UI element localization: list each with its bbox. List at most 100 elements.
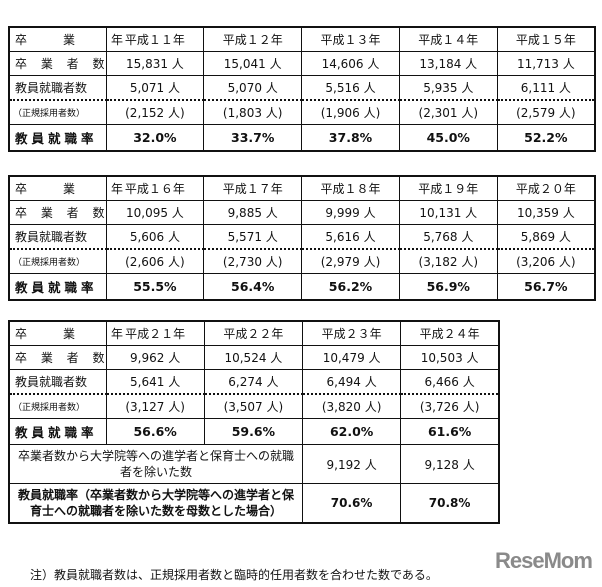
row-label: 教員就職率 <box>8 124 107 152</box>
teachers-row: 教員就職者数 5,641 人 6,274 人 6,494 人 6,466 人 <box>8 369 500 395</box>
cell-rate: 61.6% <box>400 418 500 445</box>
adjusted-count-row: 卒業者数から大学院等への進学者と保育士への就職者を除いた数 9,192 人 9,12… <box>8 444 500 484</box>
cell-graduates: 10,359 人 <box>496 200 596 225</box>
cell-teachers: 6,274 人 <box>203 369 304 395</box>
cell-regular: (3,507 人) <box>203 393 304 419</box>
cell-teachers: 5,571 人 <box>203 224 303 250</box>
resemom-logo: ReseMom <box>495 548 593 573</box>
cell-adjusted_rate_values: 70.6% <box>301 483 402 524</box>
cell-regular: (3,820 人) <box>301 393 402 419</box>
employment-table-h11-h15: 卒 業 年平成１１年 平成１２年 平成１３年 平成１４年 平成１５年卒 業 者 数 15,… <box>8 26 596 152</box>
cell-teachers: 5,641 人 <box>105 369 205 395</box>
cell-rate: 56.6% <box>105 418 205 445</box>
cell-graduates: 11,713 人 <box>496 51 596 76</box>
adjusted-rate-row: 教員就職率（卒業者数から大学院等への進学者と保育士への就職者を除いた数を母数とし… <box>8 483 500 524</box>
row-label: 卒業者数から大学院等への進学者と保育士への就職者を除いた数 <box>8 444 303 484</box>
cell-rate: 32.0% <box>105 124 205 152</box>
cell-teachers: 5,935 人 <box>398 75 498 101</box>
regular-row: （正規採用者数） (3,127 人) (3,507 人) (3,820 人) (3,72… <box>8 393 500 419</box>
cell-graduates: 10,503 人 <box>400 345 500 370</box>
cell-rate: 62.0% <box>301 418 402 445</box>
cell-graduates: 15,831 人 <box>105 51 205 76</box>
cell-teachers: 5,070 人 <box>203 75 303 101</box>
cell-rate: 56.4% <box>203 273 303 301</box>
teachers-row: 教員就職者数 5,071 人 5,070 人 5,516 人 5,935 人 6,111 … <box>8 75 596 101</box>
cell-years: 平成１７年 <box>203 175 303 201</box>
cell-rate: 33.7% <box>203 124 303 152</box>
cell-rate: 56.9% <box>398 273 498 301</box>
row-label: 教員就職率（卒業者数から大学院等への進学者と保育士への就職者を除いた数を母数とし… <box>8 483 303 524</box>
header-row: 卒 業 年平成１６年 平成１７年 平成１８年 平成１９年 平成２０年 <box>8 175 596 201</box>
cell-adjusted_rate_values: 70.8% <box>400 483 500 524</box>
cell-regular: (2,579 人) <box>496 99 596 125</box>
cell-adjusted_values: 9,128 人 <box>400 444 500 484</box>
row-label: 教員就職者数 <box>8 75 107 101</box>
cell-years: 平成２２年 <box>203 320 304 346</box>
cell-adjusted_values: 9,192 人 <box>301 444 402 484</box>
cell-regular: (2,606 人) <box>105 248 205 274</box>
footnote: 注）教員就職者数は、正規採用者数と臨時的任用者数を合わせた数である。 <box>30 568 438 582</box>
employment-table-h16-h20: 卒 業 年平成１６年 平成１７年 平成１８年 平成１９年 平成２０年卒 業 者 数 10,… <box>8 175 596 301</box>
cell-teachers: 5,616 人 <box>301 224 400 250</box>
cell-teachers: 5,768 人 <box>398 224 498 250</box>
cell-graduates: 9,999 人 <box>301 200 400 225</box>
row-label: 卒 業 者 数 <box>8 51 107 76</box>
row-label: 教員就職者数 <box>8 369 107 395</box>
cell-years: 平成１４年 <box>398 26 498 52</box>
cell-teachers: 5,606 人 <box>105 224 205 250</box>
cell-regular: (3,206 人) <box>496 248 596 274</box>
cell-rate: 37.8% <box>301 124 400 152</box>
regular-row: （正規採用者数） (2,152 人) (1,803 人) (1,906 人) (2,30… <box>8 99 596 125</box>
cell-rate: 45.0% <box>398 124 498 152</box>
cell-graduates: 14,606 人 <box>301 51 400 76</box>
regular-row: （正規採用者数） (2,606 人) (2,730 人) (2,979 人) (3,18… <box>8 248 596 274</box>
cell-graduates: 10,479 人 <box>301 345 402 370</box>
cell-years: 平成１１年 <box>105 26 205 52</box>
cell-years: 平成１９年 <box>398 175 498 201</box>
cell-rate: 56.2% <box>301 273 400 301</box>
cell-rate: 55.5% <box>105 273 205 301</box>
cell-years: 平成１８年 <box>301 175 400 201</box>
cell-regular: (2,730 人) <box>203 248 303 274</box>
cell-regular: (2,979 人) <box>301 248 400 274</box>
row-label: （正規採用者数） <box>8 248 107 274</box>
cell-regular: (2,301 人) <box>398 99 498 125</box>
row-label: 卒 業 者 数 <box>8 200 107 225</box>
row-label: 卒 業 年 <box>8 26 123 52</box>
row-label: 教員就職者数 <box>8 224 107 250</box>
cell-graduates: 9,962 人 <box>105 345 205 370</box>
cell-graduates: 10,524 人 <box>203 345 304 370</box>
cell-teachers: 6,111 人 <box>496 75 596 101</box>
cell-teachers: 6,466 人 <box>400 369 500 395</box>
cell-teachers: 5,516 人 <box>301 75 400 101</box>
cell-graduates: 10,131 人 <box>398 200 498 225</box>
cell-teachers: 6,494 人 <box>301 369 402 395</box>
cell-years: 平成１３年 <box>301 26 400 52</box>
row-label: 卒 業 者 数 <box>8 345 107 370</box>
row-label: （正規採用者数） <box>8 99 107 125</box>
cell-rate: 52.2% <box>496 124 596 152</box>
cell-years: 平成２４年 <box>400 320 500 346</box>
cell-regular: (1,906 人) <box>301 99 400 125</box>
cell-graduates: 13,184 人 <box>398 51 498 76</box>
header-row: 卒 業 年平成２１年 平成２２年 平成２３年 平成２４年 <box>8 320 500 346</box>
cell-years: 平成１２年 <box>203 26 303 52</box>
cell-graduates: 15,041 人 <box>203 51 303 76</box>
cell-regular: (3,726 人) <box>400 393 500 419</box>
cell-rate: 56.7% <box>496 273 596 301</box>
cell-graduates: 10,095 人 <box>105 200 205 225</box>
cell-rate: 59.6% <box>203 418 304 445</box>
rate-row: 教員就職率 32.0% 33.7% 37.8% 45.0% 52.2% <box>8 124 596 152</box>
rate-row: 教員就職率 55.5% 56.4% 56.2% 56.9% 56.7% <box>8 273 596 301</box>
graduates-row: 卒 業 者 数 10,095 人 9,885 人 9,999 人 10,131 人 10,… <box>8 200 596 225</box>
graduates-row: 卒 業 者 数 9,962 人 10,524 人 10,479 人 10,503 人 <box>8 345 500 370</box>
row-label: （正規採用者数） <box>8 393 107 419</box>
cell-regular: (3,127 人) <box>105 393 205 419</box>
header-row: 卒 業 年平成１１年 平成１２年 平成１３年 平成１４年 平成１５年 <box>8 26 596 52</box>
teachers-row: 教員就職者数 5,606 人 5,571 人 5,616 人 5,768 人 5,869 … <box>8 224 596 250</box>
cell-regular: (2,152 人) <box>105 99 205 125</box>
cell-regular: (1,803 人) <box>203 99 303 125</box>
cell-years: 平成１６年 <box>105 175 205 201</box>
